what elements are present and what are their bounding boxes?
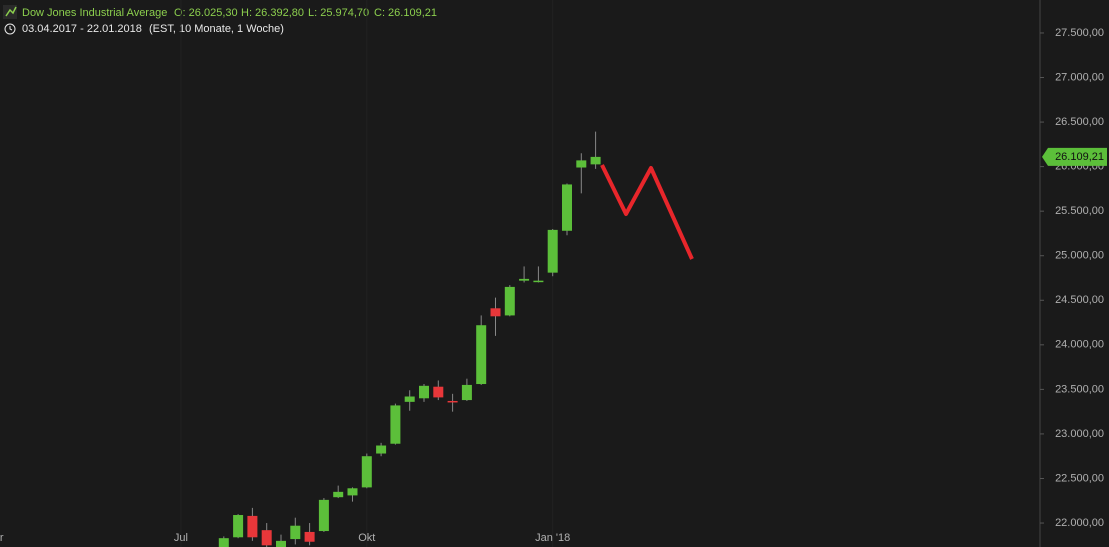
y-tick-label: 23.500,00	[1055, 383, 1104, 395]
candle-body	[318, 499, 329, 532]
candle-body	[547, 229, 558, 273]
y-tick-label: 23.000,00	[1055, 428, 1104, 440]
candle-body	[390, 405, 401, 444]
interval: (EST, 10 Monate, 1 Woche)	[149, 23, 284, 35]
projection-line	[600, 164, 694, 260]
candle-body	[490, 308, 501, 317]
chart-icon-line	[5, 6, 17, 17]
y-tick-label: 25.000,00	[1055, 250, 1104, 262]
x-tick-label: Okt	[358, 532, 375, 544]
candle-body	[404, 396, 415, 402]
candle-body	[218, 538, 229, 547]
date-range: 03.04.2017 - 22.01.2018	[22, 23, 142, 35]
candle-body	[576, 160, 587, 168]
candle-body	[233, 515, 244, 538]
candle-body	[519, 278, 530, 281]
close-price: C: 26.109,21	[374, 7, 437, 19]
candle-body	[433, 386, 444, 398]
candle-body	[419, 385, 429, 399]
header: Dow Jones Industrial Average O: 26.025,3…	[3, 5, 437, 35]
candle-body	[504, 286, 515, 316]
candle-body	[476, 325, 487, 385]
x-tick-label: Jul	[174, 532, 188, 544]
y-tick-label: 22.500,00	[1055, 472, 1104, 484]
clock-hand	[9, 26, 13, 31]
y-tick-label: 25.500,00	[1055, 205, 1104, 217]
last-price-label: 26.109,21	[1055, 151, 1104, 163]
candle-body	[533, 280, 544, 283]
low-price: L: 25.974,70	[308, 7, 369, 19]
candle-body	[347, 488, 358, 496]
candle-body	[247, 515, 258, 538]
candle-body	[276, 540, 286, 547]
candle-body	[290, 525, 301, 540]
last-price-box	[1042, 147, 1107, 166]
chart-icon	[3, 5, 17, 19]
candle-body	[590, 156, 601, 165]
x-tick-label: Apr	[0, 532, 4, 544]
open-price: O: 26.025,30	[174, 7, 238, 19]
y-tick-label: 27.000,00	[1055, 71, 1104, 83]
y-tick-label: 26.500,00	[1055, 116, 1104, 128]
high-price: H: 26.392,80	[241, 7, 304, 19]
candle-body	[261, 530, 272, 546]
candle-body	[461, 384, 472, 401]
candle-body	[376, 445, 387, 454]
instrument-name: Dow Jones Industrial Average	[22, 7, 167, 19]
y-tick-label: 24.000,00	[1055, 339, 1104, 351]
candle-body	[304, 531, 315, 542]
y-tick-label: 24.500,00	[1055, 294, 1104, 306]
candle-body	[447, 400, 458, 403]
x-tick-label: Jan '18	[535, 532, 570, 544]
candle-body	[333, 491, 344, 498]
y-tick-label: 27.500,00	[1055, 27, 1104, 39]
clock-icon	[4, 23, 16, 35]
candle-body	[562, 184, 572, 231]
y-tick-label: 22.000,00	[1055, 517, 1104, 529]
candle-body	[361, 456, 372, 488]
